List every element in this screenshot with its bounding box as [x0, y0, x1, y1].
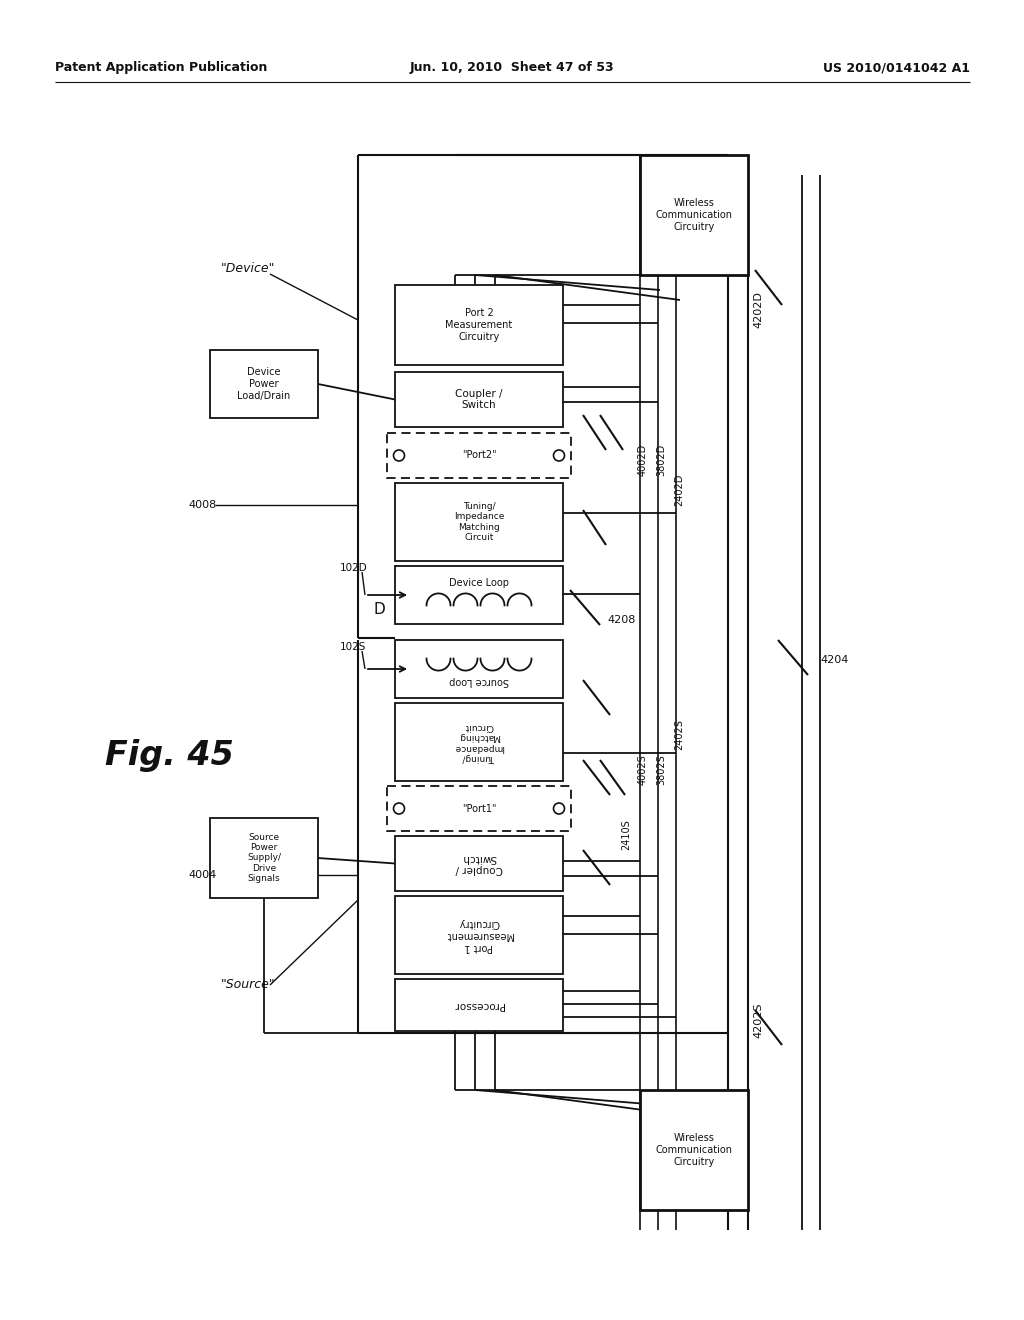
- Bar: [395, 372, 563, 426]
- Text: D: D: [373, 602, 385, 618]
- Text: Coupler /
Switch: Coupler / Switch: [456, 388, 503, 411]
- Bar: [395, 896, 563, 974]
- Text: Fig. 45: Fig. 45: [105, 738, 233, 771]
- Text: 4002D: 4002D: [638, 444, 648, 477]
- Text: 3802S: 3802S: [656, 755, 666, 785]
- Text: Tuning/
Impedance
Matching
Circuit: Tuning/ Impedance Matching Circuit: [454, 722, 504, 762]
- Text: 4204: 4204: [820, 655, 848, 665]
- Circle shape: [393, 450, 404, 461]
- Text: "Source": "Source": [221, 978, 275, 991]
- Text: 2402D: 2402D: [674, 474, 684, 506]
- Text: "Device": "Device": [221, 261, 275, 275]
- Text: Jun. 10, 2010  Sheet 47 of 53: Jun. 10, 2010 Sheet 47 of 53: [410, 62, 614, 74]
- Bar: [387, 785, 571, 832]
- Circle shape: [554, 450, 564, 461]
- Bar: [210, 818, 318, 898]
- Text: 4008: 4008: [188, 500, 216, 510]
- Text: 4202S: 4202S: [753, 1002, 763, 1038]
- Text: Patent Application Publication: Patent Application Publication: [55, 62, 267, 74]
- Bar: [395, 640, 563, 698]
- Text: Processor: Processor: [454, 1001, 504, 1010]
- Text: US 2010/0141042 A1: US 2010/0141042 A1: [823, 62, 970, 74]
- Text: 4202D: 4202D: [753, 292, 763, 329]
- Text: Source
Power
Supply/
Drive
Signals: Source Power Supply/ Drive Signals: [247, 833, 281, 883]
- Text: 2410S: 2410S: [621, 820, 631, 850]
- Text: "Port2": "Port2": [462, 450, 497, 461]
- Circle shape: [393, 803, 404, 814]
- Bar: [210, 350, 318, 418]
- Text: 4004: 4004: [188, 870, 216, 880]
- Bar: [395, 979, 563, 1031]
- Text: 4208: 4208: [607, 615, 635, 624]
- Text: 102D: 102D: [340, 564, 368, 573]
- Text: Device
Power
Load/Drain: Device Power Load/Drain: [238, 367, 291, 400]
- Bar: [395, 704, 563, 781]
- Text: 102S: 102S: [340, 642, 367, 652]
- Bar: [387, 433, 571, 478]
- Text: Port 2
Measurement
Circuitry: Port 2 Measurement Circuitry: [445, 309, 513, 342]
- Bar: [395, 285, 563, 366]
- Bar: [395, 566, 563, 624]
- Text: Port 1
Measurement
Circuitry: Port 1 Measurement Circuitry: [445, 919, 513, 952]
- Text: "Port1": "Port1": [462, 804, 497, 813]
- Text: 2402S: 2402S: [674, 719, 684, 751]
- Text: Wireless
Communication
Circuitry: Wireless Communication Circuitry: [655, 1134, 732, 1167]
- Bar: [640, 154, 748, 275]
- Text: Tuning/
Impedance
Matching
Circuit: Tuning/ Impedance Matching Circuit: [454, 502, 504, 543]
- Text: Coupler /
Switch: Coupler / Switch: [456, 853, 503, 874]
- Circle shape: [554, 803, 564, 814]
- Bar: [395, 836, 563, 891]
- Text: 4002S: 4002S: [638, 755, 648, 785]
- Bar: [640, 1090, 748, 1210]
- Text: Device Loop: Device Loop: [449, 578, 509, 587]
- Bar: [395, 483, 563, 561]
- Text: Wireless
Communication
Circuitry: Wireless Communication Circuitry: [655, 198, 732, 231]
- Text: Source Loop: Source Loop: [450, 676, 509, 686]
- Text: 3802D: 3802D: [656, 444, 666, 477]
